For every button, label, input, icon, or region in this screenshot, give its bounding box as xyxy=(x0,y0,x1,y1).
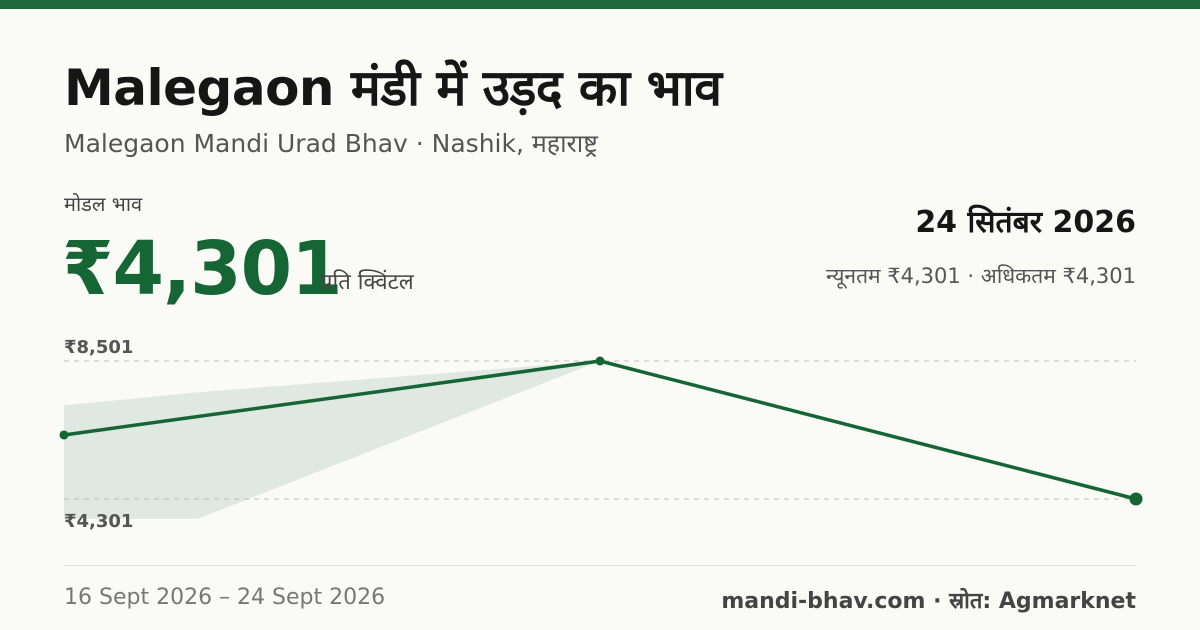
footer-date-range: 16 Sept 2026 – 24 Sept 2026 xyxy=(64,585,386,610)
top-accent-bar xyxy=(0,0,1200,9)
modal-price-label: मोडल भाव xyxy=(64,192,143,216)
y-tick-label-1: ₹4,301 xyxy=(64,511,133,532)
y-tick-label-0: ₹8,501 xyxy=(64,337,133,358)
price-trend-chart: ₹8,501 ₹4,301 xyxy=(59,337,1143,532)
min-max-range: न्यूनतम ₹4,301 · अधिकतम ₹4,301 xyxy=(826,264,1136,288)
price-range-band xyxy=(64,361,600,519)
page-title: Malegaon मंडी में उड़द का भाव xyxy=(64,59,722,117)
data-point-2 xyxy=(1129,492,1143,506)
price-date: 24 सितंबर 2026 xyxy=(915,205,1136,240)
footer-divider xyxy=(64,565,1136,566)
footer-source: mandi-bhav.com · स्रोत: Agmarknet xyxy=(721,589,1136,614)
modal-price-value: ₹4,301 xyxy=(62,226,343,312)
data-point-0 xyxy=(59,430,69,440)
data-point-1 xyxy=(595,356,605,366)
page-subtitle: Malegaon Mandi Urad Bhav · Nashik, महारा… xyxy=(64,129,598,158)
price-unit: प्रति क्विंटल xyxy=(320,270,414,295)
